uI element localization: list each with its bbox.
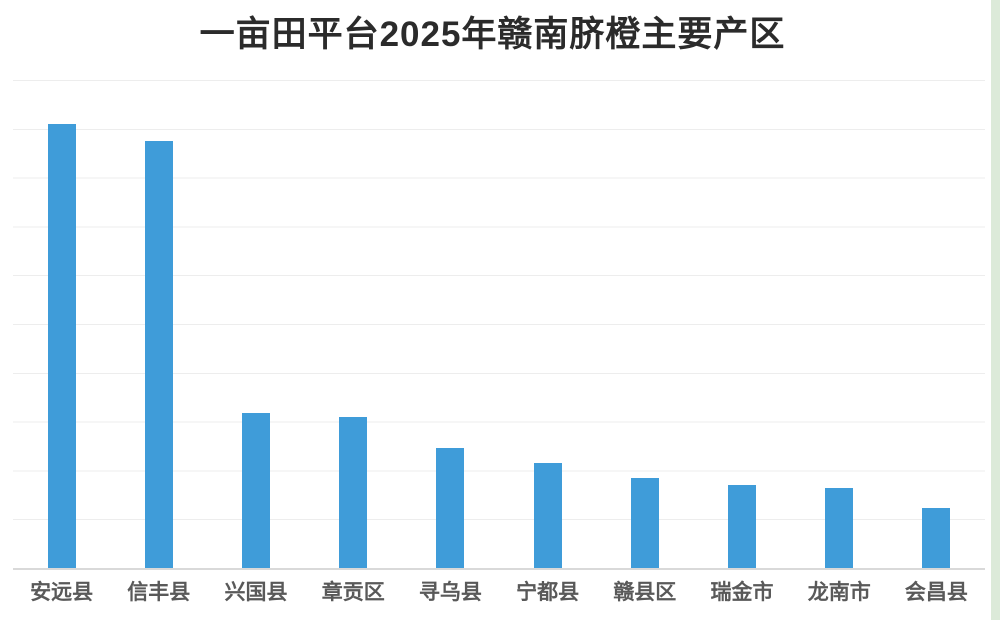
x-label-宁都县: 宁都县 bbox=[516, 581, 580, 604]
plot-area bbox=[13, 80, 985, 570]
x-label-寻乌县: 寻乌县 bbox=[418, 581, 482, 604]
bar-slot bbox=[693, 80, 790, 568]
x-label-安远县: 安远县 bbox=[30, 581, 94, 604]
bar-兴国县 bbox=[242, 412, 270, 568]
bar-slot bbox=[499, 80, 596, 568]
chart-title: 一亩田平台2025年赣南脐橙主要产区 bbox=[199, 15, 786, 54]
x-label-兴国县: 兴国县 bbox=[224, 581, 288, 604]
bar-宁都县 bbox=[533, 462, 562, 568]
bar-寻乌县 bbox=[436, 447, 465, 568]
bar-slot bbox=[305, 80, 402, 568]
x-label-信丰县: 信丰县 bbox=[127, 581, 191, 604]
bar-slot bbox=[13, 80, 110, 568]
x-axis-labels: 安远县 信丰县 兴国县 章贡区 寻乌县 宁都县 赣县区 瑞金市 龙南市 会昌县 bbox=[13, 578, 985, 608]
bar-瑞金市 bbox=[728, 484, 757, 568]
bar-赣县区 bbox=[630, 477, 659, 568]
bar-slot bbox=[402, 80, 499, 568]
bar-slot bbox=[596, 80, 693, 568]
bar-信丰县 bbox=[144, 141, 173, 568]
bar-slot bbox=[888, 80, 985, 568]
x-label-瑞金市: 瑞金市 bbox=[710, 581, 774, 604]
x-label-赣县区: 赣县区 bbox=[613, 581, 677, 604]
bar-安远县 bbox=[47, 123, 76, 568]
bar-slot bbox=[207, 80, 304, 568]
x-label-章贡区: 章贡区 bbox=[321, 581, 385, 604]
x-label-龙南市: 龙南市 bbox=[807, 581, 871, 604]
bar-会昌县 bbox=[922, 507, 951, 568]
bar-slot bbox=[791, 80, 888, 568]
bar-章贡区 bbox=[339, 417, 368, 568]
bar-slot bbox=[110, 80, 207, 568]
right-edge-decoration bbox=[991, 0, 1000, 620]
x-label-会昌县: 会昌县 bbox=[904, 581, 968, 604]
bar-龙南市 bbox=[825, 488, 854, 568]
